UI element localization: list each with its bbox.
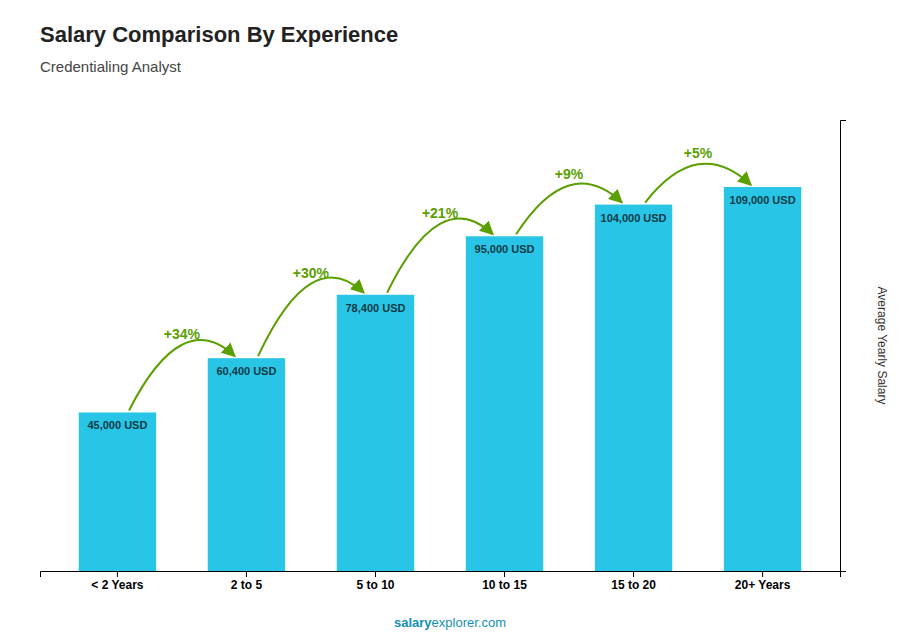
bars <box>79 187 802 571</box>
y-axis-line <box>841 121 847 572</box>
x-tick-mark <box>504 571 505 577</box>
growth-arrow <box>129 340 235 410</box>
annotations: +34% +30% +21% +9% +5% <box>129 145 751 410</box>
data-label: 109,000 USD <box>730 194 796 206</box>
data-label: 95,000 USD <box>475 243 535 255</box>
subtitle: Credentialing Analyst <box>40 58 182 75</box>
y-axis <box>841 121 847 572</box>
x-tick-label: 20+ Years <box>735 578 791 592</box>
x-tick: 2 to 5 <box>231 571 263 592</box>
data-label: 78,400 USD <box>346 302 406 314</box>
bar <box>724 187 801 571</box>
bar <box>466 236 543 571</box>
footer: salaryexplorer.com <box>394 615 506 630</box>
x-axis-line <box>41 572 841 578</box>
x-tick-mark <box>246 571 247 577</box>
x-tick: 5 to 10 <box>356 571 394 592</box>
x-tick-label: 10 to 15 <box>482 578 527 592</box>
footer-part: salary <box>394 615 432 630</box>
x-tick: 20+ Years <box>735 571 791 592</box>
data-label: 60,400 USD <box>216 365 276 377</box>
annotation: +21% <box>422 205 459 221</box>
data-label: 104,000 USD <box>601 212 667 224</box>
x-tick-mark <box>762 571 763 577</box>
bar <box>337 295 414 571</box>
data-label: 45,000 USD <box>87 419 147 431</box>
x-tick: 10 to 15 <box>482 571 527 592</box>
x-tick-label: 2 to 5 <box>231 578 263 592</box>
x-tick-mark <box>633 571 634 577</box>
annotation: +30% <box>293 265 330 281</box>
x-tick-label: 5 to 10 <box>356 578 394 592</box>
bar <box>79 412 156 571</box>
x-axis: < 2 Years 2 to 5 5 to 10 10 to 15 15 to 20 20… <box>41 571 841 592</box>
annotation: +9% <box>555 166 584 182</box>
growth-arrow <box>645 164 751 203</box>
growth-arrow <box>387 218 493 292</box>
x-tick: 15 to 20 <box>611 571 656 592</box>
data-labels: 45,000 USD 60,400 USD 78,400 USD 95,000 USD… <box>87 194 795 432</box>
x-tick-mark <box>117 571 118 577</box>
title: Salary Comparison By Experience <box>40 22 398 47</box>
x-tick: < 2 Years <box>91 571 143 592</box>
plot: 45,000 USD 60,400 USD 78,400 USD 95,000 USD… <box>41 121 847 592</box>
growth-arrow <box>516 184 622 235</box>
footer-part: explorer.com <box>432 615 506 630</box>
chart: Salary Comparison By Experience Credentia… <box>0 0 900 641</box>
annotation: +34% <box>164 326 201 342</box>
annotation: +5% <box>684 145 713 161</box>
bar <box>595 205 672 571</box>
x-tick-mark <box>375 571 376 577</box>
x-tick-label: 15 to 20 <box>611 578 656 592</box>
bar <box>208 358 285 571</box>
x-tick-label: < 2 Years <box>91 578 143 592</box>
y-axis-title: Average Yearly Salary <box>875 287 889 405</box>
growth-arrow <box>258 277 364 356</box>
